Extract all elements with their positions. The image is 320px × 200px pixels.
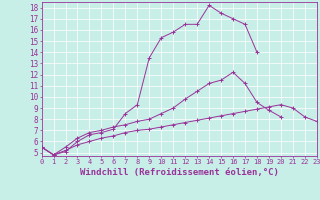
X-axis label: Windchill (Refroidissement éolien,°C): Windchill (Refroidissement éolien,°C) (80, 168, 279, 177)
